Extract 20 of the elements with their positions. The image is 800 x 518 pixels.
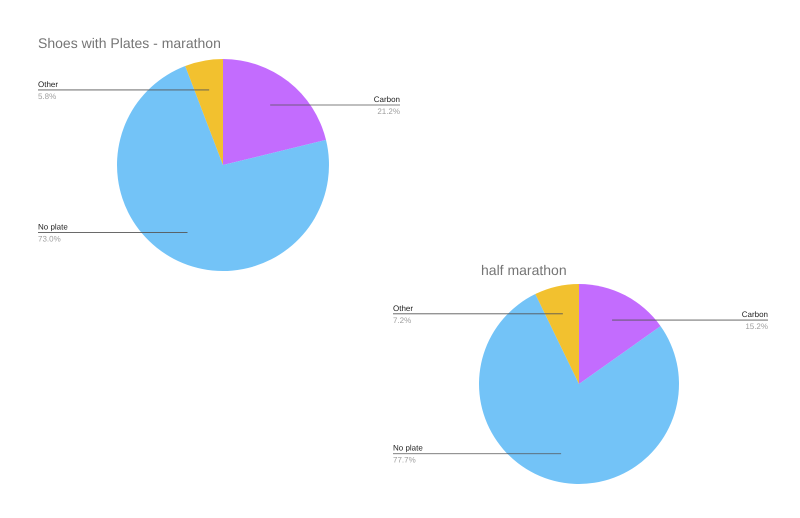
slice-label: Other bbox=[38, 80, 58, 89]
chart-title: Shoes with Plates - marathon bbox=[38, 35, 221, 51]
pie-slice bbox=[535, 284, 579, 384]
slice-label: Carbon bbox=[742, 310, 768, 320]
data-label: 5.8% bbox=[38, 92, 56, 101]
pie-slice bbox=[479, 294, 679, 484]
data-label: 73.0% bbox=[38, 234, 61, 244]
slice-label: No plate bbox=[393, 444, 424, 453]
data-label: 77.7% bbox=[393, 456, 416, 465]
slice-label: Carbon bbox=[374, 94, 400, 104]
pie-slice bbox=[223, 59, 326, 165]
pie-slice bbox=[579, 284, 661, 384]
data-label: 7.2% bbox=[393, 316, 412, 325]
data-label: 15.2% bbox=[745, 322, 768, 332]
pie-slice bbox=[117, 66, 329, 271]
chart-title: half marathon bbox=[481, 262, 567, 278]
data-label: 21.2% bbox=[377, 106, 400, 116]
pie-slice bbox=[185, 59, 223, 165]
slice-label: Other bbox=[393, 304, 414, 313]
slice-label: No plate bbox=[38, 222, 68, 232]
